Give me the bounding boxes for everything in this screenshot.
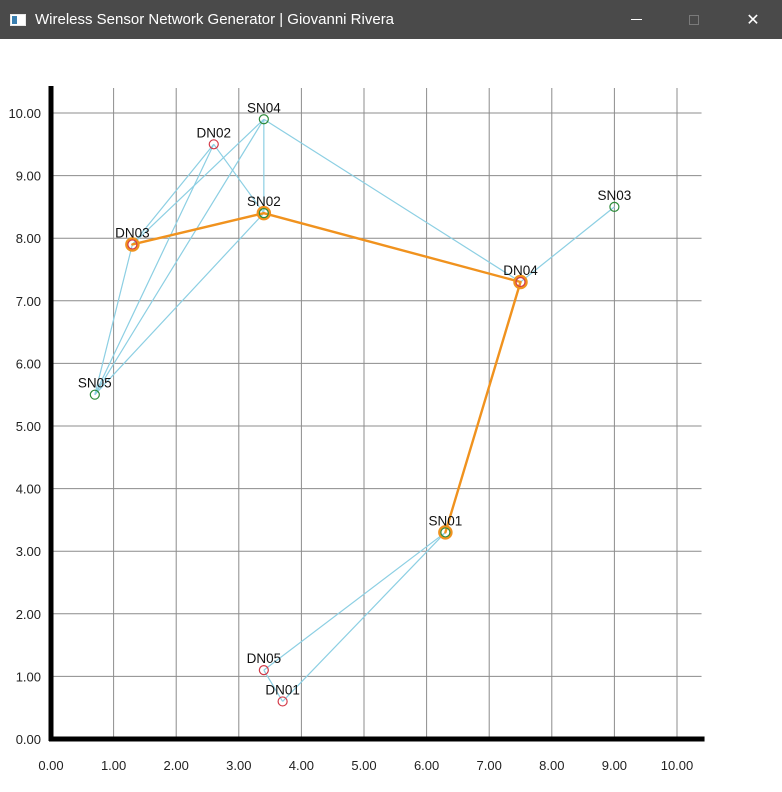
link-line xyxy=(263,531,446,671)
route-segment xyxy=(262,211,522,284)
link-line xyxy=(282,532,446,702)
sensor-node xyxy=(609,201,620,212)
node-label: DN05 xyxy=(247,651,282,666)
y-tick-label: 1.00 xyxy=(16,669,41,684)
minimize-icon xyxy=(630,19,642,20)
node-label: DN03 xyxy=(115,225,150,240)
nodes: SN01 SN02 SN03 SN04 SN05 DN01 DN02 DN03 DN04 DN05 xyxy=(78,100,632,707)
link-lines xyxy=(94,118,615,702)
node-label: SN05 xyxy=(78,376,112,391)
route-node-ring xyxy=(513,274,528,290)
x-tick-label: 1.00 xyxy=(101,758,126,773)
y-tick-label: 8.00 xyxy=(16,231,41,246)
x-tick-label: 0.00 xyxy=(38,758,63,773)
link-line xyxy=(131,143,215,245)
tick-labels: 0.00 1.00 2.00 3.00 4.00 5.00 6.00 7.00 8.00 9.00… xyxy=(8,106,693,773)
close-icon: ✕ xyxy=(746,11,760,29)
route-segment xyxy=(131,211,266,246)
x-tick-label: 6.00 xyxy=(414,758,439,773)
route-node-ring xyxy=(125,237,140,252)
route-segment xyxy=(444,280,522,534)
route-node-ring xyxy=(438,525,453,540)
sensor-node xyxy=(89,389,100,400)
maximize-button[interactable] xyxy=(665,0,723,39)
app-icon xyxy=(10,13,26,26)
data-node xyxy=(277,696,288,707)
node-label: SN02 xyxy=(247,194,281,209)
close-button[interactable]: ✕ xyxy=(724,0,782,39)
axes xyxy=(48,85,705,742)
y-tick-label: 9.00 xyxy=(16,169,41,184)
link-line xyxy=(520,206,615,283)
y-tick-label: 3.00 xyxy=(16,544,41,559)
data-node xyxy=(515,276,526,288)
link-line xyxy=(263,669,284,702)
y-tick-label: 2.00 xyxy=(16,607,41,622)
link-line xyxy=(131,118,265,245)
node-label: SN03 xyxy=(598,188,632,203)
y-tick-label: 0.00 xyxy=(16,732,41,747)
node-label: SN04 xyxy=(247,100,281,115)
node-label: DN02 xyxy=(197,125,232,140)
y-tick-label: 6.00 xyxy=(16,356,41,371)
y-tick-label: 10.00 xyxy=(8,106,41,121)
link-line xyxy=(263,118,521,283)
y-tick-label: 5.00 xyxy=(16,419,41,434)
x-tick-label: 2.00 xyxy=(164,758,189,773)
x-tick-label: 5.00 xyxy=(351,758,376,773)
data-node xyxy=(208,139,219,150)
y-tick-label: 4.00 xyxy=(16,482,41,497)
x-tick-label: 8.00 xyxy=(539,758,564,773)
x-tick-label: 10.00 xyxy=(661,758,694,773)
network-plot[interactable]: 0.00 1.00 2.00 3.00 4.00 5.00 6.00 7.00 8.00 9.00… xyxy=(0,39,782,792)
x-tick-label: 4.00 xyxy=(289,758,314,773)
data-node xyxy=(127,239,138,250)
link-line xyxy=(94,144,215,395)
link-line xyxy=(94,244,133,395)
node-label: SN01 xyxy=(428,513,462,528)
route-node-ring xyxy=(256,205,272,221)
x-tick-label: 7.00 xyxy=(477,758,502,773)
x-tick-label: 9.00 xyxy=(602,758,627,773)
grid xyxy=(51,87,702,739)
minimize-button[interactable] xyxy=(607,0,665,39)
y-tick-label: 7.00 xyxy=(16,294,41,309)
link-line xyxy=(94,118,265,396)
x-tick-label: 3.00 xyxy=(226,758,251,773)
sensor-node xyxy=(258,114,269,125)
route-path xyxy=(131,211,522,534)
maximize-icon xyxy=(689,14,699,25)
sensor-node xyxy=(440,527,451,538)
link-line xyxy=(94,212,265,396)
window-title: Wireless Sensor Network Generator | Giov… xyxy=(35,11,395,28)
sensor-node xyxy=(258,208,269,219)
title-bar[interactable]: Wireless Sensor Network Generator | Giov… xyxy=(0,0,782,39)
data-node xyxy=(258,665,269,676)
node-label: DN04 xyxy=(503,263,538,278)
link-line xyxy=(213,143,265,214)
node-label: DN01 xyxy=(265,682,300,697)
